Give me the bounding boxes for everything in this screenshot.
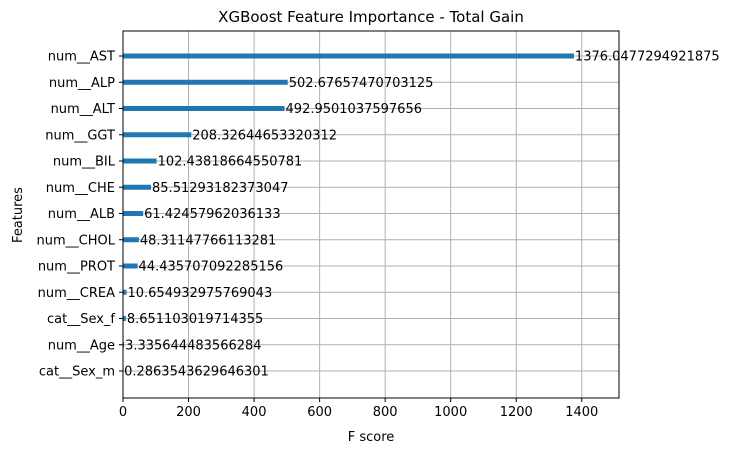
x-tick-label: 800 (373, 405, 398, 420)
bar (123, 53, 574, 59)
y-tick-label: num__Age (48, 338, 115, 353)
x-tick-label: 600 (307, 405, 332, 420)
y-tick-label: num__ALB (48, 207, 115, 222)
y-tick-label: num__PROT (38, 260, 115, 275)
bar (123, 184, 152, 190)
x-tick-label: 200 (176, 405, 201, 420)
bar-value-label: 48.31147766113281 (140, 233, 276, 248)
bar (123, 79, 288, 85)
bar-value-label: 10.654932975769043 (127, 286, 272, 301)
bars (123, 53, 574, 374)
y-tick-label: num__ALP (49, 76, 115, 91)
x-tick-label: 1400 (565, 405, 598, 420)
bar-value-label: 3.335644483566284 (125, 338, 261, 353)
y-tick-label: cat__Sex_m (39, 365, 115, 380)
y-tick-label: num__CHOL (37, 233, 116, 248)
bar-value-label: 492.9501037597656 (286, 102, 422, 117)
x-tick-label: 1200 (500, 405, 533, 420)
bar-value-label: 208.32644653320312 (192, 128, 337, 143)
y-axis-label: Features (11, 187, 26, 243)
chart-title: XGBoost Feature Importance - Total Gain (218, 8, 524, 26)
bar-labels: 1376.0477294921875 502.67657470703125 492.… (124, 50, 720, 380)
y-tick-label: cat__Sex_f (47, 312, 115, 327)
y-tick-label: num__ALT (51, 102, 115, 117)
x-tick-label: 1000 (434, 405, 467, 420)
y-tick-label: num__CREA (38, 286, 115, 301)
bar-value-label: 102.43818664550781 (158, 155, 303, 170)
y-axis-ticks: num__AST num__ALP num__ALT num__GGT num__BIL… (37, 50, 123, 380)
bar (123, 237, 139, 243)
x-tick-label: 400 (242, 405, 267, 420)
bar (123, 132, 192, 138)
bar (123, 263, 138, 269)
x-axis-ticks: 0 200 400 600 800 1000 1200 1400 (119, 398, 598, 420)
y-tick-label: num__BIL (53, 155, 116, 170)
bar-value-label: 44.435707092285156 (139, 260, 284, 275)
y-tick-label: num__CHE (46, 181, 115, 196)
bar-value-label: 1376.0477294921875 (575, 50, 720, 65)
bar-value-label: 61.42457962036133 (144, 207, 280, 222)
bar-value-label: 0.2863543629646301 (124, 365, 269, 380)
bar-value-label: 502.67657470703125 (289, 76, 434, 91)
x-axis-label: F score (348, 430, 395, 445)
y-tick-label: num__GGT (45, 128, 115, 143)
bar-value-label: 8.651103019714355 (127, 312, 263, 327)
bar (123, 342, 125, 348)
bar (123, 106, 285, 111)
bar (123, 316, 126, 321)
bar-value-label: 85.51293182373047 (152, 181, 288, 196)
bar (123, 158, 157, 164)
plot-frame (122, 30, 620, 399)
bar (123, 211, 144, 216)
bar (123, 289, 127, 295)
x-tick-label: 0 (119, 405, 127, 420)
y-tick-label: num__AST (48, 50, 115, 65)
